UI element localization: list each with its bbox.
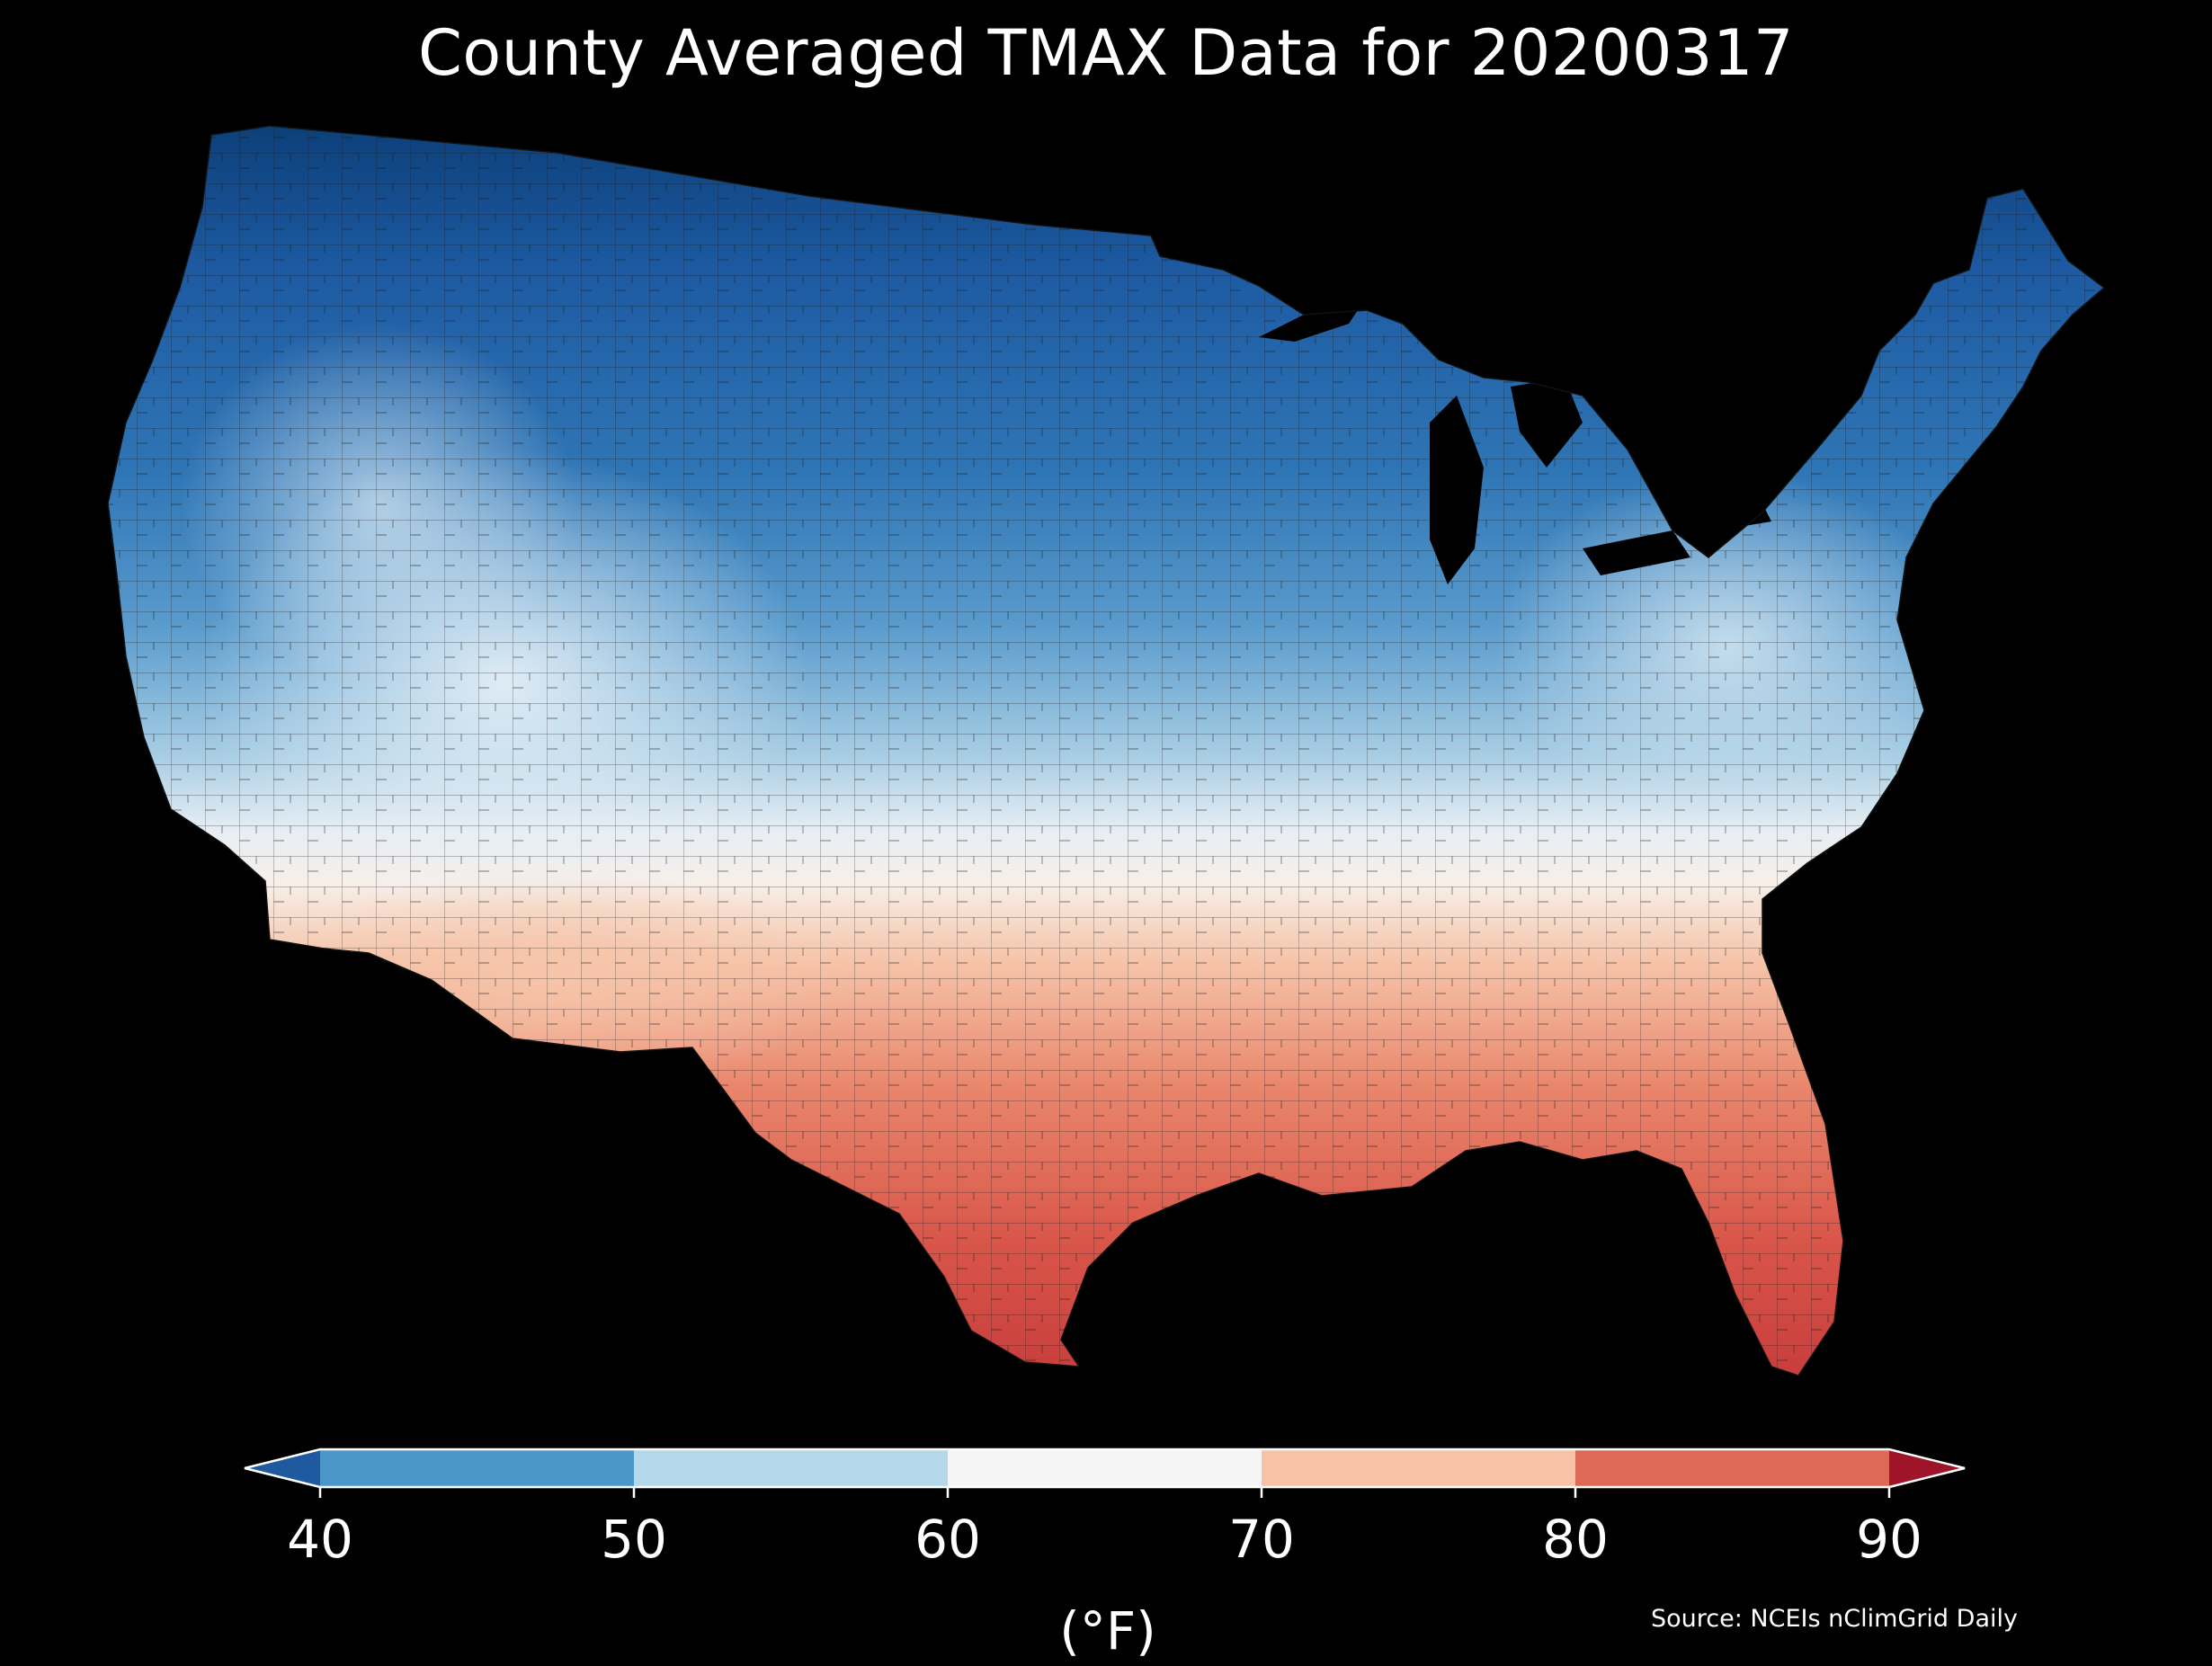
colorbar-bin <box>634 1449 948 1487</box>
great-lakes <box>1259 297 1771 584</box>
colorbar-tick-label: 40 <box>287 1509 353 1570</box>
colorbar-tick-label: 50 <box>601 1509 667 1570</box>
colorbar-extend-low <box>245 1449 320 1487</box>
us-outline <box>107 125 2106 1376</box>
colorbar-tick-label: 70 <box>1228 1509 1295 1570</box>
colorbar-units: (°F) <box>1059 1600 1156 1662</box>
source-credit: Source: NCEIs nClimGrid Daily <box>1651 1605 2018 1633</box>
map-title: County Averaged TMAX Data for 20200317 <box>417 16 1795 90</box>
colorbar-bin <box>1575 1449 1889 1487</box>
colorbar-bin <box>948 1449 1262 1487</box>
colorbar-tick-label: 60 <box>914 1509 981 1570</box>
colorbar-extend-high <box>1889 1449 1965 1487</box>
colorbar-tick-label: 90 <box>1856 1509 1922 1570</box>
colorbar-bin <box>320 1449 634 1487</box>
colorbar-bin <box>1262 1449 1575 1487</box>
colorbar-tick-label: 80 <box>1542 1509 1609 1570</box>
